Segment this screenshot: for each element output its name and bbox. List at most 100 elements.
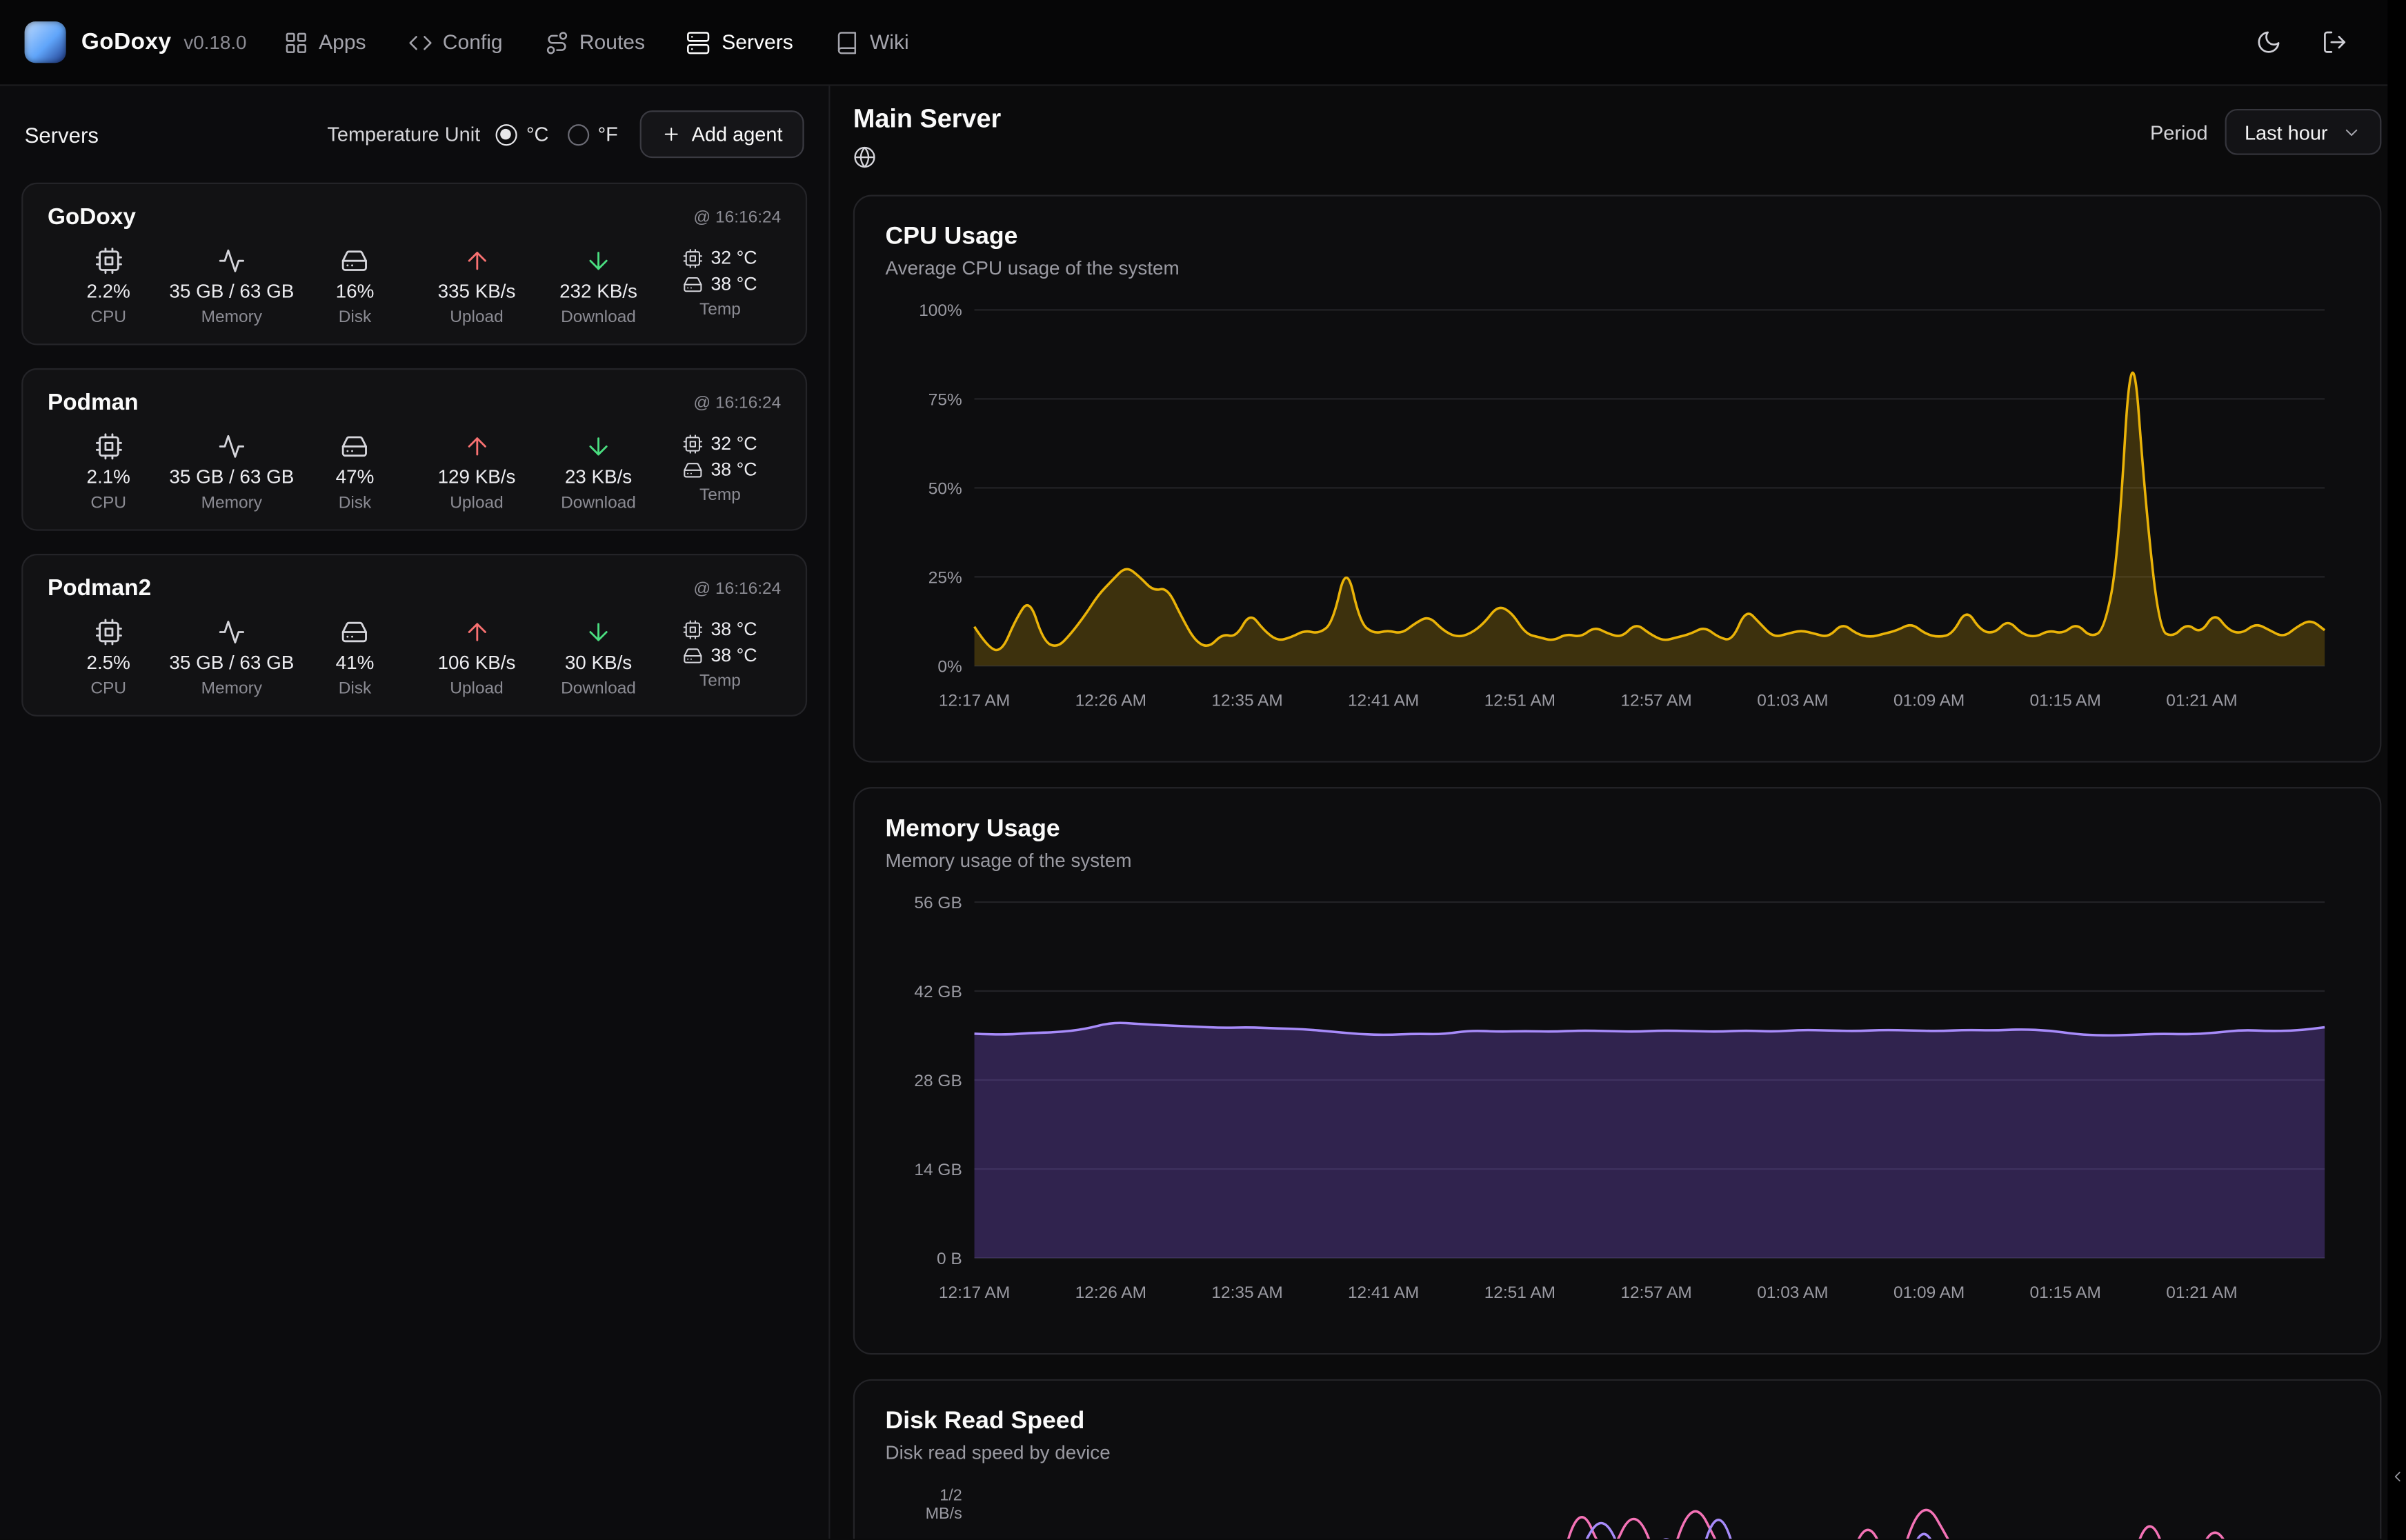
server-timestamp: @ 16:16:24 (693, 208, 782, 227)
stat-disk: 47% Disk (294, 432, 416, 512)
celsius-radio[interactable] (495, 123, 517, 146)
memory-label: Memory (201, 494, 263, 512)
server-card-podman[interactable]: Podman @ 16:16:24 2.1% CPU 35 GB / 63 GB… (21, 368, 808, 531)
svg-text:01:09 AM: 01:09 AM (1893, 1283, 1965, 1302)
memory-label: Memory (201, 308, 263, 327)
disk-value: 16% (335, 281, 375, 303)
server-card-godoxy[interactable]: GoDoxy @ 16:16:24 2.2% CPU 35 GB / 63 GB… (21, 182, 808, 346)
download-label: Download (561, 308, 636, 327)
disk-read-speed-chart: 1/2 MB/s (886, 1482, 2349, 1539)
cpu-usage-chart: 0% 25% 50% 75% 100% 12:17 AM 12:26 AM 12:35 AM 1… (886, 298, 2349, 743)
cpu-temp-row: 38 °C (683, 618, 757, 640)
stat-download: 30 KB/s Download (537, 618, 659, 698)
book-icon (835, 30, 859, 54)
brand-name: GoDoxy (81, 29, 172, 56)
svg-text:0 B: 0 B (937, 1250, 962, 1268)
theme-toggle-button[interactable] (2256, 29, 2282, 55)
svg-text:01:21 AM: 01:21 AM (2166, 691, 2237, 710)
temperature-unit-group: Temperature Unit °C °F Add agent (327, 110, 804, 159)
server-card-header: GoDoxy @ 16:16:24 (48, 204, 781, 230)
app-version: v0.18.0 (183, 31, 247, 53)
disk-temp-row: 38 °C (683, 644, 757, 666)
disk-temp-row: 38 °C (683, 459, 757, 480)
cpu-icon (95, 247, 122, 274)
chevron-left-icon (2388, 1468, 2405, 1485)
disk-temp-value: 38 °C (710, 272, 757, 295)
temp-rows: 32 °C 38 °C (683, 247, 757, 294)
memory-value: 35 GB / 63 GB (169, 652, 295, 674)
stat-temp: 38 °C 38 °C Temp (659, 618, 781, 698)
stat-cpu: 2.2% CPU (48, 247, 169, 327)
panel-collapse-strip[interactable] (2387, 0, 2406, 1540)
nav-item-routes[interactable]: Routes (544, 30, 645, 54)
svg-text:12:51 AM: 12:51 AM (1484, 691, 1555, 710)
sidebar-header: Servers Temperature Unit °C °F Add agent (25, 110, 804, 159)
cpu-temp-value: 38 °C (710, 618, 757, 640)
chart-title: CPU Usage (885, 223, 1018, 250)
svg-text:12:35 AM: 12:35 AM (1211, 1283, 1282, 1302)
stat-temp: 32 °C 38 °C Temp (659, 247, 781, 327)
download-value: 23 KB/s (564, 466, 633, 488)
cpu-temp-value: 32 °C (710, 432, 757, 454)
code-icon (408, 30, 433, 54)
download-value: 232 KB/s (559, 281, 637, 303)
svg-text:12:35 AM: 12:35 AM (1211, 691, 1282, 710)
nav-item-config[interactable]: Config (408, 30, 503, 54)
upload-label: Upload (450, 494, 504, 512)
svg-text:12:41 AM: 12:41 AM (1348, 1283, 1419, 1302)
temp-rows: 38 °C 38 °C (683, 618, 757, 666)
nav-label: Wiki (869, 30, 909, 54)
arrow-up-icon (463, 618, 490, 646)
logout-button[interactable] (2322, 29, 2348, 55)
upload-value: 335 KB/s (437, 281, 516, 303)
stat-upload: 106 KB/s Upload (416, 618, 538, 698)
svg-text:12:51 AM: 12:51 AM (1484, 1283, 1555, 1302)
memory-usage-card: Memory Usage Memory usage of the system … (853, 787, 2382, 1355)
nav-item-wiki[interactable]: Wiki (835, 30, 909, 54)
celsius-label: °C (526, 122, 549, 146)
svg-text:01:15 AM: 01:15 AM (2030, 1283, 2101, 1302)
upload-value: 106 KB/s (437, 652, 516, 674)
memory-value: 35 GB / 63 GB (169, 281, 295, 303)
temp-label: Temp (699, 672, 741, 691)
disk-label: Disk (338, 308, 372, 327)
server-card-podman2[interactable]: Podman2 @ 16:16:24 2.5% CPU 35 GB / 63 G… (21, 554, 808, 717)
stat-temp: 32 °C 38 °C Temp (659, 432, 781, 512)
temp-rows: 32 °C 38 °C (683, 432, 757, 480)
svg-text:28 GB: 28 GB (914, 1072, 962, 1090)
navbar-actions (2256, 29, 2372, 55)
nav-item-apps[interactable]: Apps (284, 30, 366, 54)
disk-read-speed-card: Disk Read Speed Disk read speed by devic… (853, 1379, 2382, 1539)
stat-cpu: 2.1% CPU (48, 432, 169, 512)
temp-label: Temp (699, 486, 741, 505)
svg-text:100%: 100% (919, 301, 962, 320)
add-agent-label: Add agent (691, 122, 783, 146)
disk-value: 41% (335, 652, 375, 674)
disk-temp-row: 38 °C (683, 273, 757, 294)
disk-temp-value: 38 °C (710, 459, 757, 481)
fahrenheit-radio[interactable] (567, 123, 589, 146)
chart-subtitle: Disk read speed by device (885, 1442, 1111, 1464)
add-agent-button[interactable]: Add agent (639, 110, 804, 159)
hard-drive-icon (341, 618, 368, 646)
hard-drive-icon (683, 645, 703, 665)
disk-temp-value: 38 °C (710, 644, 757, 666)
download-label: Download (561, 494, 636, 512)
activity-icon (218, 618, 246, 646)
fahrenheit-label: °F (597, 122, 618, 146)
svg-text:01:21 AM: 01:21 AM (2166, 1283, 2237, 1302)
stat-memory: 35 GB / 63 GB Memory (169, 432, 294, 512)
cpu-value: 2.2% (86, 281, 130, 303)
temp-label: Temp (699, 301, 741, 319)
stat-upload: 129 KB/s Upload (416, 432, 538, 512)
period-select[interactable]: Last hour (2225, 108, 2382, 155)
disk-value: 47% (335, 466, 375, 488)
nav-label: Routes (579, 30, 646, 54)
svg-text:12:17 AM: 12:17 AM (939, 1283, 1010, 1302)
stat-disk: 16% Disk (294, 247, 416, 327)
upload-label: Upload (450, 308, 504, 327)
period-label: Period (2150, 120, 2208, 143)
server-timestamp: @ 16:16:24 (693, 579, 782, 598)
content: Servers Temperature Unit °C °F Add agent… (0, 86, 2406, 1539)
nav-item-servers[interactable]: Servers (686, 30, 793, 54)
